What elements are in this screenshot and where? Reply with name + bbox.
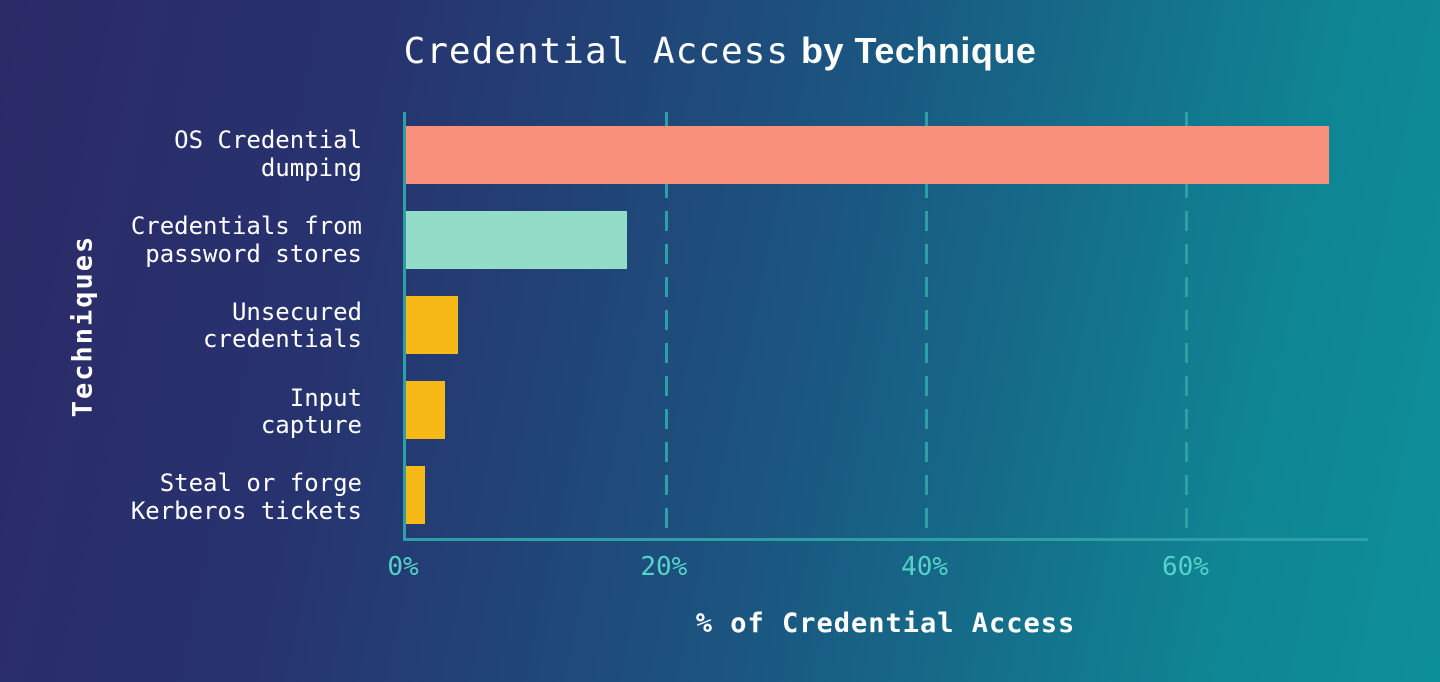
bar-os-credential-dumping [406,125,1329,184]
bar-input-capture [406,381,445,440]
bar-row [406,197,1368,282]
category-label-unsecured-credentials: Unsecured credentials [203,297,362,354]
x-axis-label: % of Credential Access [695,608,1076,639]
plot-area [403,112,1368,541]
gridline-60-percent [1184,112,1188,538]
bar-row [406,368,1368,453]
x-tick-20: 20% [640,552,688,582]
y-axis-label: Techniques [67,234,99,418]
bar-row [406,282,1368,367]
x-tick-60: 60% [1161,552,1209,582]
gridline-20-percent [664,112,668,538]
bar-unsecured-credentials [406,295,458,354]
gridline-40-percent [924,112,928,538]
chart-title-emphasis: by Technique [801,30,1037,71]
chart-title: Credential Access by Technique [0,30,1440,72]
category-labels: OS Credential dumping Credentials from p… [110,112,362,541]
bar-row [406,453,1368,538]
category-label-input-capture: Input capture [260,383,362,440]
x-tick-0: 0% [387,552,419,582]
bar-steal-or-forge-kerberos-tickets [406,466,426,525]
category-label-steal-or-forge-kerberos-tickets: Steal or forge Kerberos tickets [130,469,362,526]
x-axis-ticks: 0% 20% 40% 60% [387,552,1368,584]
bar-credentials-from-password-stores [406,210,627,269]
category-label-credentials-from-password-stores: Credentials from password stores [130,212,362,268]
bar-row [406,112,1368,197]
category-label-os-credential-dumping: OS Credential dumping [174,126,362,182]
chart-title-main: Credential Access [403,31,790,72]
x-tick-40: 40% [901,552,949,582]
